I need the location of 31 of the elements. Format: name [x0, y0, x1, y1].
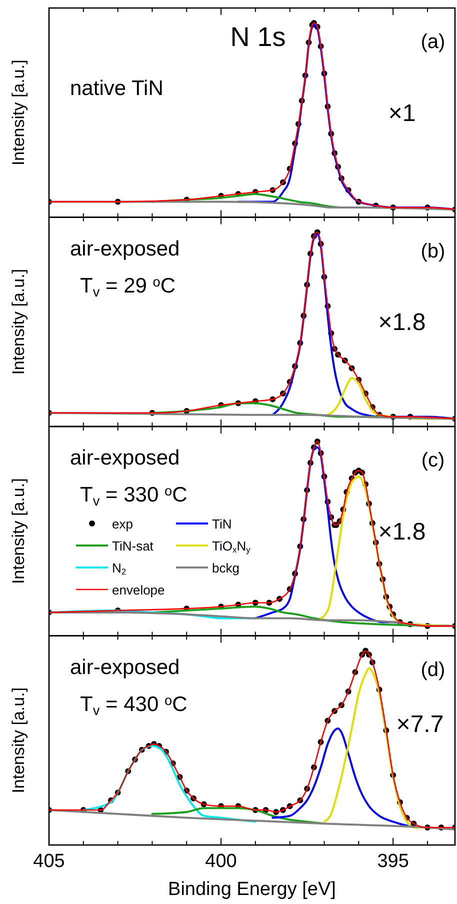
chart-title: N 1s — [230, 22, 286, 52]
y-axis-title: Intensity [a.u.] — [9, 478, 28, 584]
annotation: ×7.7 — [396, 711, 444, 738]
annotation: T$_{v}$ = 29 $^{o}$C — [80, 274, 176, 300]
annotation: native TiN — [70, 77, 164, 100]
y-axis-title: Intensity [a.u.] — [9, 60, 28, 166]
annotation: ×1 — [388, 100, 416, 127]
x-tick-label: 395 — [377, 851, 409, 872]
legend-label: TiN-sat — [112, 538, 154, 554]
legend-label: N$_{2}$ — [112, 560, 126, 577]
x-tick-label: 400 — [205, 851, 237, 872]
annotation: ×1.8 — [378, 518, 426, 546]
y-axis-title: Intensity [a.u.] — [9, 268, 28, 375]
x-tick-label: 405 — [33, 851, 65, 872]
annotation: (a) — [420, 31, 446, 53]
annotation: ×1.8 — [378, 309, 426, 336]
legend-label: TiO$_{x}$N$_{y}$ — [212, 538, 252, 555]
annotation: air-exposed — [70, 446, 180, 470]
annotation: air-exposed — [70, 237, 180, 260]
legend-label: bckg — [212, 560, 240, 576]
annotation: (c) — [421, 450, 445, 472]
legend-label: TiN — [212, 516, 232, 532]
legend-label: envelope — [112, 582, 165, 598]
annotation: T$_{v}$ = 430 $^{o}$C — [80, 692, 188, 718]
y-axis-title: Intensity [a.u.] — [9, 687, 28, 794]
annotation: (b) — [420, 240, 446, 262]
annotation: T$_{v}$ = 330 $^{o}$C — [80, 484, 188, 509]
legend-label: exp — [112, 516, 133, 532]
x-axis-title: Binding Energy [eV] — [168, 879, 336, 900]
annotation: air-exposed — [70, 656, 180, 679]
annotation: (d) — [420, 658, 446, 681]
